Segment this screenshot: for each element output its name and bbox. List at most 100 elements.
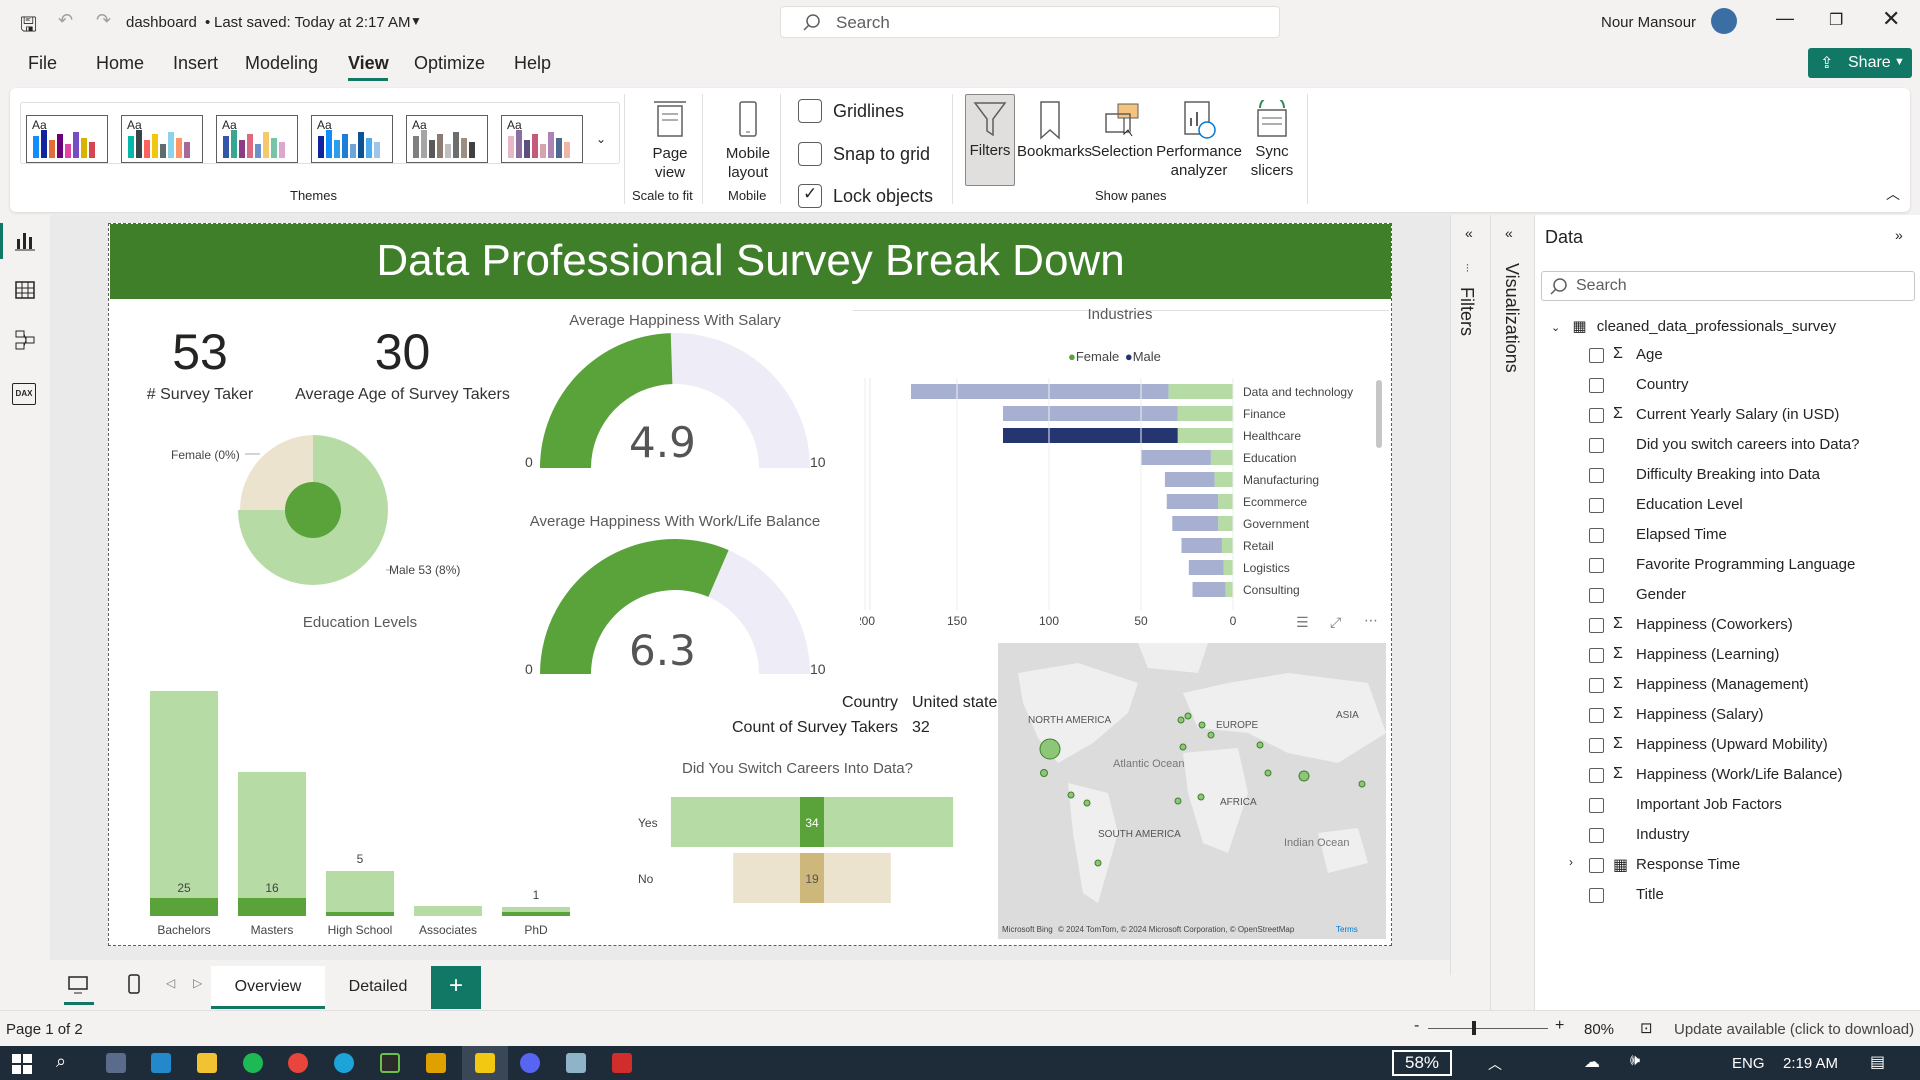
chrome-icon[interactable] — [288, 1053, 308, 1073]
field-checkbox[interactable] — [1589, 348, 1604, 363]
map-bubble[interactable] — [1198, 721, 1206, 729]
chevron-up-icon[interactable]: ︿ — [1488, 1056, 1502, 1072]
edge-icon[interactable] — [334, 1053, 354, 1073]
menu-help[interactable]: Help — [514, 53, 552, 73]
gridlines-checkbox[interactable] — [798, 99, 822, 123]
focus-mode-icon[interactable]: ⤢ — [1330, 614, 1342, 630]
map-bubble[interactable] — [1358, 780, 1366, 788]
zoom-slider-thumb[interactable] — [1472, 1021, 1476, 1035]
map-bubble[interactable] — [1083, 799, 1091, 807]
map-bubble[interactable] — [1177, 716, 1185, 724]
model-view-icon[interactable] — [14, 329, 36, 351]
taskbar-app-icon[interactable] — [426, 1053, 446, 1073]
tab-overview[interactable]: Overview — [211, 966, 325, 1009]
bar-female[interactable] — [1221, 538, 1233, 553]
field-checkbox[interactable] — [1589, 768, 1604, 783]
data-search-input[interactable]: Search — [1541, 271, 1915, 301]
field-checkbox[interactable] — [1589, 798, 1604, 813]
field-checkbox[interactable] — [1589, 498, 1604, 513]
menu-view[interactable]: View — [348, 53, 389, 73]
map-bubble[interactable] — [1040, 769, 1048, 777]
bar-female[interactable] — [1168, 384, 1233, 399]
field-checkbox[interactable] — [1589, 588, 1604, 603]
fit-to-page-icon[interactable]: ⊡ — [1640, 1020, 1653, 1037]
bar-male[interactable] — [1141, 450, 1211, 465]
chevron-down-icon[interactable]: ▼ — [410, 14, 422, 28]
country-map[interactable]: NORTH AMERICA EUROPE ASIA Atlantic Ocean… — [998, 643, 1386, 939]
filters-pane[interactable]: « ⫶ Filters — [1450, 215, 1490, 975]
bar-male[interactable] — [911, 384, 1169, 399]
minimize-icon[interactable]: — — [1776, 8, 1794, 28]
bar-male[interactable] — [1166, 494, 1219, 509]
map-bubble[interactable] — [1264, 769, 1272, 777]
visualizations-pane-label[interactable]: Visualizations — [1502, 263, 1522, 373]
bar-female[interactable] — [1218, 494, 1233, 509]
legend-female[interactable]: Female — [1075, 349, 1120, 364]
bar-female[interactable] — [1218, 516, 1233, 531]
field-checkbox[interactable] — [1589, 858, 1604, 873]
taskbar-app-icon[interactable] — [612, 1053, 632, 1073]
field-checkbox[interactable] — [1589, 888, 1604, 903]
windows-start-icon[interactable] — [12, 1054, 32, 1074]
update-notice[interactable]: Update available (click to download) — [1674, 1021, 1915, 1038]
mobile-view-icon[interactable] — [124, 974, 144, 996]
language-indicator[interactable]: ENG — [1732, 1055, 1765, 1072]
prev-page-icon[interactable]: ◁ — [166, 976, 176, 990]
bar-male[interactable] — [1164, 472, 1215, 487]
table-view-icon[interactable] — [14, 279, 36, 301]
dax-query-view-icon[interactable]: DAX — [12, 383, 36, 405]
map-bubble-united-states[interactable] — [1039, 738, 1061, 760]
field-checkbox[interactable] — [1589, 558, 1604, 573]
battery-indicator[interactable]: 58% — [1392, 1050, 1452, 1076]
collapse-ribbon-icon[interactable]: ︿ — [1886, 186, 1900, 202]
zoom-level[interactable]: 80% — [1584, 1021, 1615, 1038]
add-page-button[interactable]: + — [431, 966, 481, 1009]
field-checkbox[interactable] — [1589, 468, 1604, 483]
cloud-icon[interactable]: ☁ — [1584, 1054, 1600, 1071]
mobile-layout-button[interactable]: Mobile layout — [708, 100, 788, 182]
restore-icon[interactable]: ❐ — [1829, 12, 1844, 29]
undo-icon[interactable]: ↶ — [58, 10, 74, 30]
bar-female[interactable] — [1177, 428, 1233, 443]
map-bubble[interactable] — [1094, 859, 1102, 867]
spotify-icon[interactable] — [243, 1053, 263, 1073]
taskbar-app-icon[interactable] — [380, 1053, 400, 1073]
more-options-icon[interactable]: ⋯ — [1364, 612, 1378, 628]
collapse-data-pane-icon[interactable]: » — [1895, 227, 1903, 243]
desktop-view-icon[interactable] — [68, 975, 88, 995]
expand-filters-icon[interactable]: « — [1465, 225, 1473, 241]
kpi-age-card[interactable]: 30 Average Age of Survey Takers — [290, 324, 515, 404]
menu-modeling[interactable]: Modeling — [245, 53, 319, 73]
tab-detailed[interactable]: Detailed — [326, 966, 430, 1009]
gauge-fill[interactable] — [540, 333, 673, 468]
map-bubble[interactable] — [1184, 712, 1192, 720]
selection-pane-button[interactable]: Selection — [1089, 100, 1155, 161]
field-checkbox[interactable] — [1589, 708, 1604, 723]
bar-female[interactable] — [1210, 450, 1233, 465]
theme-3[interactable]: Aa — [216, 115, 298, 163]
field-checkbox[interactable] — [1589, 648, 1604, 663]
performance-analyzer-button[interactable]: Performance analyzer — [1156, 100, 1242, 180]
power-bi-icon[interactable] — [475, 1053, 495, 1073]
vscode-icon[interactable] — [151, 1053, 171, 1073]
next-page-icon[interactable]: ▷ — [193, 976, 203, 990]
education-bar[interactable] — [150, 691, 218, 916]
theme-2[interactable]: Aa — [121, 115, 203, 163]
bar-male[interactable] — [1181, 538, 1222, 553]
education-bar[interactable] — [326, 871, 394, 916]
close-icon[interactable]: ✕ — [1882, 6, 1901, 31]
volume-icon[interactable]: 🕪 — [1630, 1052, 1641, 1069]
share-button[interactable]: ⇪ Share ▼ — [1808, 48, 1912, 78]
field-checkbox[interactable] — [1589, 438, 1604, 453]
save-icon[interactable]: 🖫 — [20, 14, 38, 36]
menu-insert[interactable]: Insert — [173, 53, 219, 73]
map-bubble[interactable] — [1197, 793, 1205, 801]
bar-male[interactable] — [1172, 516, 1219, 531]
bar-female[interactable] — [1225, 582, 1233, 597]
page-view-button[interactable]: Page view — [630, 100, 710, 182]
notifications-icon[interactable]: ▤ — [1870, 1054, 1886, 1071]
discord-icon[interactable] — [520, 1053, 540, 1073]
photos-icon[interactable] — [566, 1053, 586, 1073]
kpi-survey-count-card[interactable]: 53 # Survey Taker — [130, 324, 270, 404]
industries-bar-chart[interactable]: Data and technology Finance Healthcare Educ… — [860, 370, 1390, 640]
